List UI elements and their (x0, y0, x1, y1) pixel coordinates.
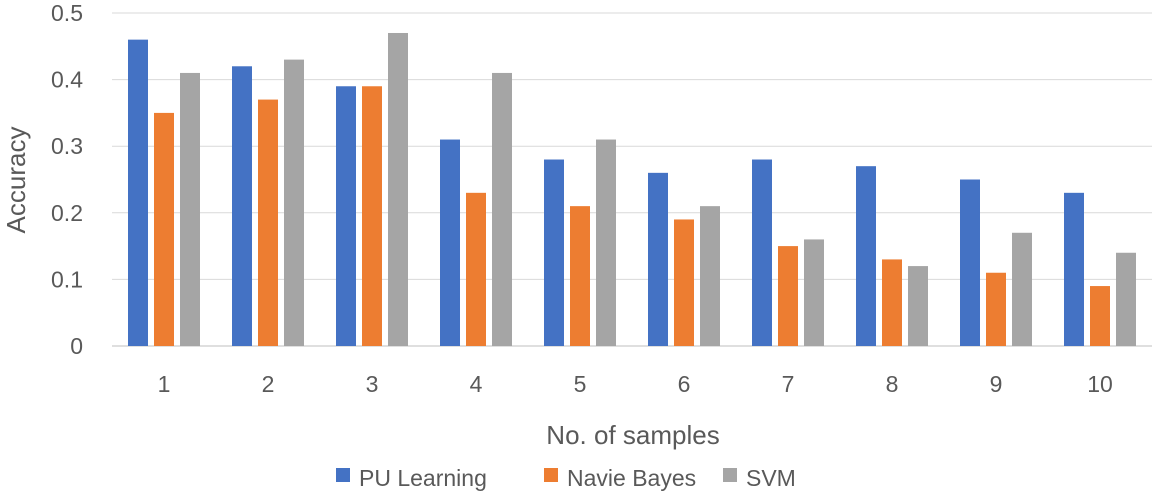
bar-navie-bayes-2 (258, 99, 278, 346)
x-axis-title: No. of samples (546, 420, 719, 450)
bar-pu-learning-7 (752, 159, 772, 346)
bar-navie-bayes-7 (778, 246, 798, 346)
x-tick-label: 1 (158, 371, 171, 397)
bar-pu-learning-9 (960, 179, 980, 346)
legend-swatch-navie-bayes (544, 468, 558, 482)
y-tick-label: 0.1 (51, 266, 83, 292)
bar-svm-6 (700, 206, 720, 346)
axes: 0 0.1 0.2 0.3 0.4 0.5 1 2 3 4 5 6 7 8 9 10 (51, 0, 1113, 397)
x-tick-label: 6 (678, 371, 691, 397)
legend-swatch-pu-learning (336, 468, 350, 482)
legend-label: Navie Bayes (567, 465, 696, 491)
legend-label: SVM (746, 465, 796, 491)
x-tick-label: 10 (1087, 371, 1113, 397)
bar-pu-learning-6 (648, 172, 668, 346)
x-tick-label: 3 (366, 371, 379, 397)
legend-swatch-svm (723, 468, 737, 482)
y-axis-title: Accuracy (1, 127, 31, 234)
y-tick-label: 0.2 (51, 200, 83, 226)
bar-svm-9 (1012, 232, 1032, 346)
y-tick-label: 0.3 (51, 133, 83, 159)
bar-pu-learning-2 (232, 66, 252, 346)
x-tick-label: 7 (782, 371, 795, 397)
bar-navie-bayes-9 (986, 272, 1006, 346)
legend: PU Learning Navie Bayes SVM (336, 465, 796, 491)
bar-svm-7 (804, 239, 824, 346)
bar-pu-learning-5 (544, 159, 564, 346)
x-tick-label: 2 (262, 371, 275, 397)
bar-navie-bayes-8 (882, 259, 902, 346)
bar-pu-learning-1 (128, 39, 148, 346)
bar-svm-8 (908, 266, 928, 346)
bar-navie-bayes-4 (466, 192, 486, 346)
bar-pu-learning-8 (856, 166, 876, 346)
bar-svm-10 (1116, 252, 1136, 346)
bar-svm-4 (492, 72, 512, 346)
bar-navie-bayes-5 (570, 206, 590, 346)
bars (128, 32, 1136, 347)
bar-svm-3 (388, 32, 408, 346)
bar-pu-learning-10 (1064, 192, 1084, 346)
y-tick-label: 0 (70, 333, 83, 359)
x-tick-label: 4 (470, 371, 483, 397)
bar-svm-1 (180, 72, 200, 346)
bar-svm-2 (284, 59, 304, 347)
x-tick-label: 5 (574, 371, 587, 397)
x-tick-label: 9 (990, 371, 1003, 397)
bar-pu-learning-3 (336, 86, 356, 346)
y-tick-label: 0.4 (51, 67, 83, 93)
bar-svm-5 (596, 139, 616, 346)
bar-pu-learning-4 (440, 139, 460, 346)
bar-navie-bayes-6 (674, 219, 694, 346)
legend-label: PU Learning (359, 465, 487, 491)
bar-navie-bayes-10 (1090, 286, 1110, 346)
y-tick-label: 0.5 (51, 0, 83, 26)
bar-navie-bayes-1 (154, 112, 174, 347)
x-tick-label: 8 (886, 371, 899, 397)
bar-navie-bayes-3 (362, 86, 382, 346)
